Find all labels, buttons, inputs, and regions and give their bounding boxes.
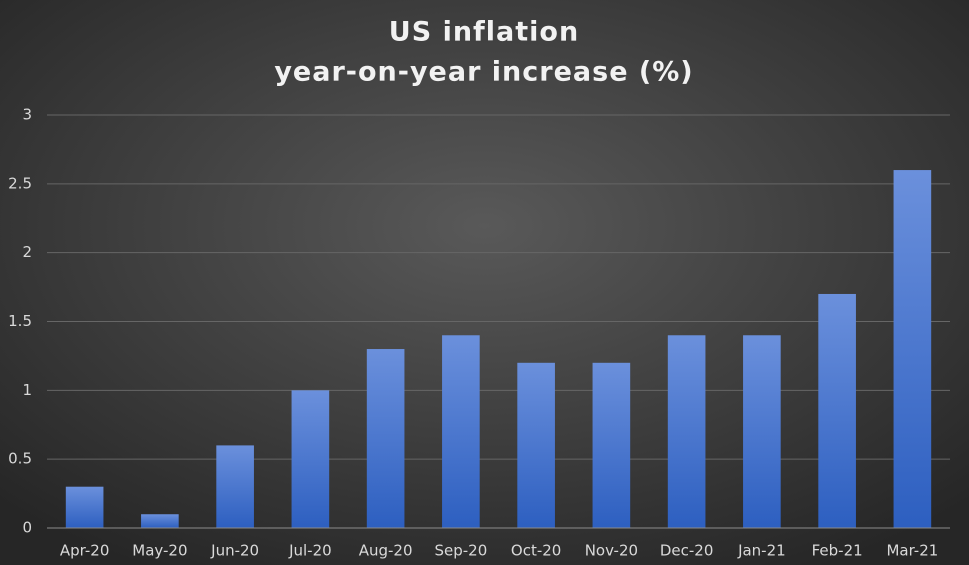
bar [818, 293, 856, 528]
x-tick-label: Apr-20 [60, 542, 110, 560]
x-tick-label: Feb-21 [812, 542, 863, 560]
x-tick-label: Mar-21 [886, 542, 938, 560]
x-tick-label: Nov-20 [585, 542, 638, 560]
y-tick-label: 1 [22, 381, 32, 399]
x-tick-label: Oct-20 [511, 542, 561, 560]
bar [592, 362, 631, 528]
y-tick-label: 2.5 [8, 174, 32, 192]
bar [216, 445, 254, 528]
y-tick-label: 3 [22, 106, 32, 124]
y-tick-label: 0 [22, 519, 32, 537]
x-tick-label: Jul-20 [288, 542, 332, 560]
x-tick-label: Sep-20 [434, 542, 487, 560]
bar [291, 390, 330, 528]
chart-subtitle: year-on-year increase (%) [274, 57, 693, 88]
x-tick-label: Dec-20 [660, 542, 714, 560]
bar [893, 170, 932, 529]
bar [141, 514, 179, 528]
bar [667, 335, 706, 528]
bar [442, 335, 480, 528]
y-tick-label: 0.5 [8, 450, 32, 468]
bar [366, 349, 405, 528]
bar [65, 486, 104, 528]
x-tick-label: Jun-20 [210, 542, 259, 560]
x-tick-label: Aug-20 [359, 542, 413, 560]
y-tick-label: 2 [22, 243, 32, 261]
y-tick-label: 1.5 [8, 312, 32, 330]
bar [743, 335, 781, 528]
x-tick-label: Jan-21 [737, 542, 786, 560]
x-tick-label: May-20 [132, 542, 187, 560]
bar [517, 362, 555, 528]
chart-title: US inflation [389, 17, 579, 48]
